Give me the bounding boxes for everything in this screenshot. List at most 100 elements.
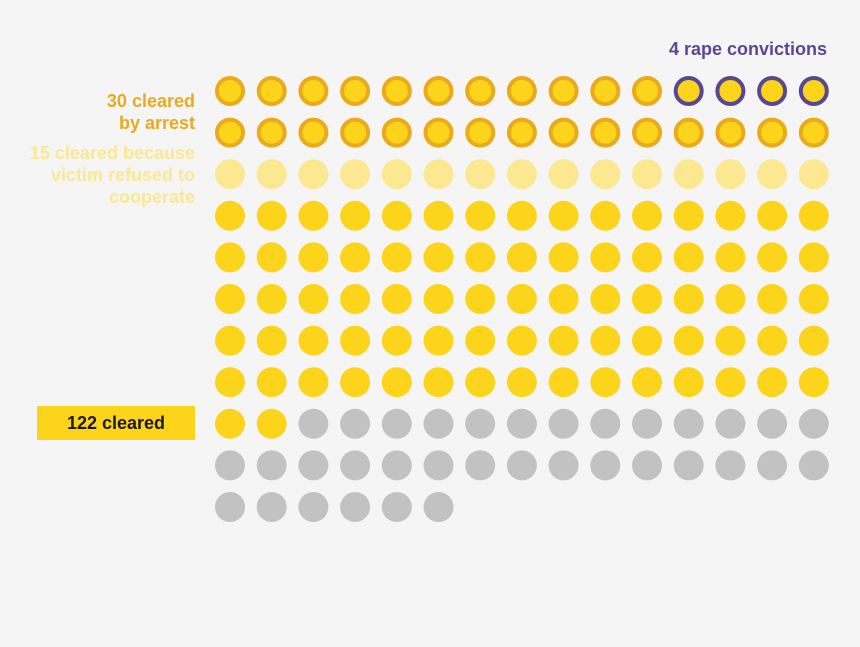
dot-other_cleared (757, 325, 788, 356)
dot-arrest_other (798, 117, 829, 148)
dot-not_cleared (757, 450, 788, 481)
dot-arrest_other (506, 76, 537, 106)
dot-other_cleared (798, 367, 829, 398)
dot-other_cleared (632, 367, 662, 398)
dot-arrest_other (590, 76, 621, 106)
dot-refused (673, 159, 704, 190)
dot-other_cleared (256, 325, 287, 356)
dot-not_cleared (673, 450, 704, 481)
dot-other_cleared (673, 325, 704, 356)
dot-arrest_other (465, 76, 496, 106)
dot-other_cleared (798, 200, 829, 231)
dot-arrest_other (215, 76, 245, 106)
dot-other_cleared (465, 367, 496, 398)
cleared-total-text: 122 cleared (66, 412, 166, 433)
dot-refused (298, 159, 329, 190)
dot-arrest_other (548, 76, 579, 106)
dot-convictions (798, 76, 829, 106)
dot-other_cleared (215, 367, 245, 398)
dot-not_cleared (256, 492, 287, 522)
dot-other_cleared (590, 200, 621, 231)
dot-not_cleared (381, 450, 412, 481)
dot-other_cleared (673, 200, 704, 231)
dot-not_cleared (298, 492, 329, 522)
dot-not_cleared (715, 408, 746, 439)
dot-other_cleared (298, 325, 329, 356)
dot-not_cleared (715, 450, 746, 481)
dot-other_cleared (256, 408, 287, 439)
dot-other_cleared (465, 200, 496, 231)
dot-other_cleared (757, 284, 788, 314)
dot-other_cleared (340, 325, 371, 356)
dot-other_cleared (340, 242, 371, 273)
dot-refused (340, 159, 371, 190)
dot-not_cleared (340, 408, 371, 439)
dot-not_cleared (423, 492, 454, 522)
dot-arrest_other (465, 117, 496, 148)
cleared-by-arrest-line-1: 30 cleared (106, 91, 195, 111)
dot-other_cleared (381, 284, 412, 314)
dot-other_cleared (590, 325, 621, 356)
dot-other_cleared (340, 367, 371, 398)
dot-arrest_other (340, 117, 371, 148)
dot-other_cleared (423, 284, 454, 314)
dot-other_cleared (632, 242, 662, 273)
dot-arrest_other (506, 117, 537, 148)
dot-other_cleared (548, 200, 579, 231)
convictions-label: 4 rape convictions (527, 38, 827, 60)
dot-not_cleared (215, 492, 245, 522)
dot-other_cleared (798, 325, 829, 356)
dot-other_cleared (381, 325, 412, 356)
dot-other_cleared (215, 408, 245, 439)
dot-not_cleared (632, 408, 662, 439)
dot-arrest_other (423, 117, 454, 148)
dot-arrest_other (340, 76, 371, 106)
dot-other_cleared (465, 284, 496, 314)
dot-not_cleared (340, 492, 371, 522)
cleared-by-arrest-line-2: by arrest (118, 113, 195, 133)
dot-other_cleared (215, 200, 245, 231)
dot-other_cleared (340, 200, 371, 231)
dot-arrest_other (423, 76, 454, 106)
dot-other_cleared (298, 367, 329, 398)
convictions-label-text: 4 rape convictions (668, 39, 827, 59)
dot-not_cleared (298, 450, 329, 481)
dot-other_cleared (506, 367, 537, 398)
dot-arrest_other (632, 117, 662, 148)
dot-not_cleared (548, 450, 579, 481)
dot-other_cleared (632, 325, 662, 356)
dot-other_cleared (506, 284, 537, 314)
dot-not_cleared (256, 450, 287, 481)
dot-other_cleared (715, 200, 746, 231)
dot-arrest_other (590, 117, 621, 148)
dot-other_cleared (548, 284, 579, 314)
cleared-by-arrest-label: 30 cleared by arrest (0, 90, 195, 134)
dot-other_cleared (215, 284, 245, 314)
dot-other_cleared (673, 367, 704, 398)
dot-arrest_other (632, 76, 662, 106)
dot-arrest_other (381, 76, 412, 106)
dot-arrest_other (256, 76, 287, 106)
dot-other_cleared (256, 242, 287, 273)
dot-arrest_other (298, 117, 329, 148)
dot-other_cleared (215, 325, 245, 356)
dot-other_cleared (256, 367, 287, 398)
dot-not_cleared (381, 408, 412, 439)
dot-arrest_other (757, 117, 788, 148)
dot-refused (381, 159, 412, 190)
dot-arrest_other (715, 117, 746, 148)
dot-other_cleared (715, 284, 746, 314)
dot-not_cleared (757, 408, 788, 439)
dot-other_cleared (757, 367, 788, 398)
dot-refused (506, 159, 537, 190)
dot-other_cleared (715, 325, 746, 356)
dot-convictions (673, 76, 704, 106)
dot-refused (215, 159, 245, 190)
dot-not_cleared (798, 408, 829, 439)
dot-other_cleared (506, 242, 537, 273)
dot-other_cleared (256, 284, 287, 314)
dot-not_cleared (215, 450, 245, 481)
dot-other_cleared (590, 367, 621, 398)
dot-other_cleared (298, 242, 329, 273)
